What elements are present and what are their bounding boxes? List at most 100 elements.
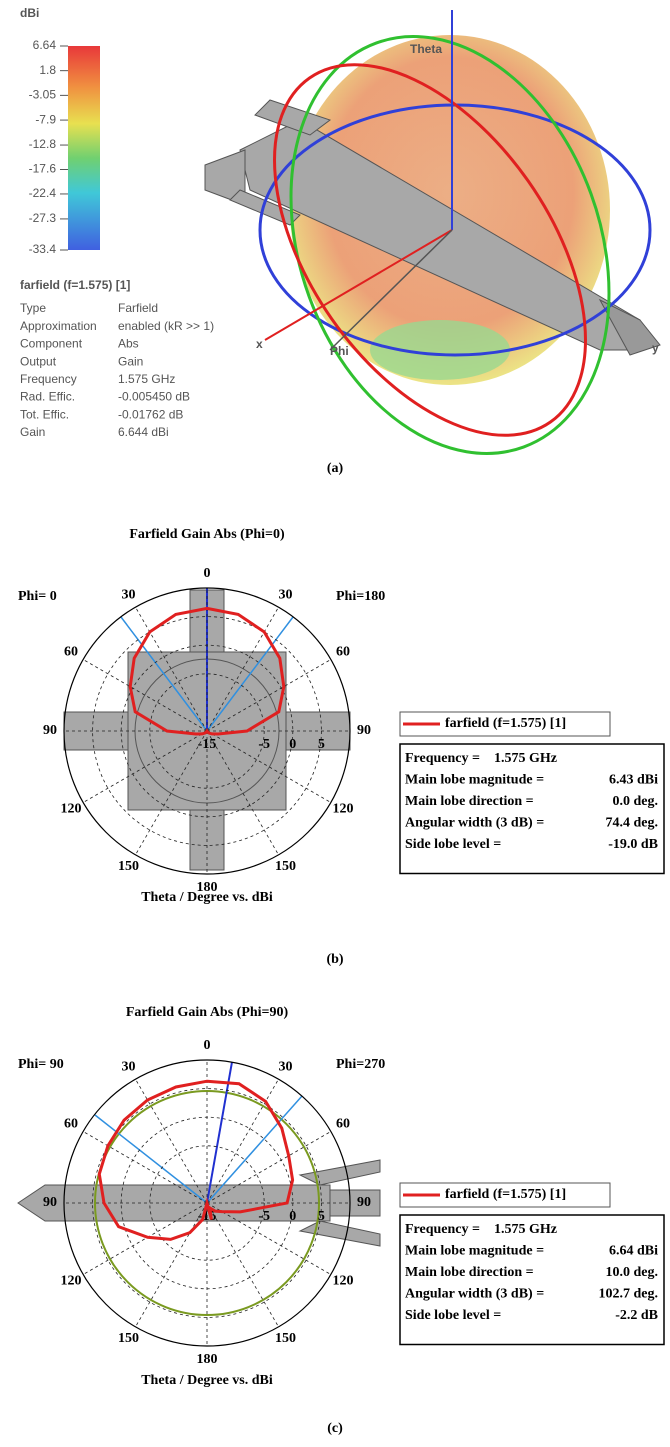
angle-label: 150 [118,1331,139,1346]
axis-title: Theta / Degree vs. dBi [141,1373,273,1388]
grid-circle [149,1145,265,1261]
angle-label: 150 [275,1331,296,1346]
r-tick-label: 5 [318,1209,325,1224]
property-label: Type [20,301,46,315]
tick-label: -12.8 [29,137,57,151]
angle-label: 120 [332,1274,353,1289]
axis-title: Theta / Degree vs. dBi [141,890,273,905]
property-label: Output [20,354,57,368]
polar-frame [63,1059,351,1347]
angle-label: 120 [61,802,82,817]
gain-curve [128,606,286,736]
property-label: Rad. Effic. [20,390,75,404]
info-label: Side lobe level = [405,1308,501,1323]
angle-label: 180 [197,1352,218,1367]
tick-label: 1.8 [39,63,56,77]
tick-label: -27.3 [29,211,57,225]
property-label: Approximation [20,319,97,333]
angle-label: 30 [122,1059,136,1074]
tick-label: -3.05 [29,88,57,102]
axis-label: y [652,341,659,355]
info-box [399,743,665,875]
angle-label: 0 [204,566,211,581]
angle-label: 180 [197,880,218,895]
property-value: 1.575 GHz [118,372,175,386]
angle-label: 120 [61,1274,82,1289]
colorbar [68,46,100,250]
property-value: enabled (kR >> 1) [118,319,214,333]
property-label: Component [20,337,83,351]
axis-label: x [256,337,263,351]
info-label: Angular width (3 dB) = [405,1287,544,1302]
angle-label: 90 [43,1195,57,1210]
info-label: Main lobe magnitude = [405,773,544,788]
info-box [399,1214,665,1346]
tick-label: -7.9 [35,112,56,126]
info-label: Frequency = [405,751,480,766]
polar-frame [63,587,351,875]
property-value: Farfield [118,301,158,315]
angle-label: 90 [357,723,371,738]
info-label: Main lobe magnitude = [405,1244,544,1259]
chart-title: Farfield Gain Abs (Phi=90) [126,1005,289,1020]
angle-label: 30 [279,1059,293,1074]
pattern-3d [204,10,661,455]
info-value: -19.0 dB [608,837,658,852]
property-value: Gain [118,354,143,368]
property-value: Abs [118,337,139,351]
angle-label: 60 [336,1117,350,1132]
phi-label: Phi=270 [336,1057,385,1072]
info-label: Main lobe direction = [405,1265,534,1280]
result-title: farfield (f=1.575) [1] [20,278,130,292]
info-label: Main lobe direction = [405,794,534,809]
caption: (a) [327,461,344,476]
chart-title: Farfield Gain Abs (Phi=0) [129,527,285,542]
legend-frame [399,1182,611,1208]
tick-label: 6.64 [33,38,57,52]
phi-label: Phi=180 [336,589,385,604]
grid-circle [149,673,265,789]
angle-label: 30 [122,587,136,602]
info-label: Side lobe level = [405,837,501,852]
tick-label: -33.4 [29,242,57,256]
property-label: Gain [20,425,45,439]
angle-label: 90 [357,1195,371,1210]
info-value: 6.64 dBi [609,1244,658,1259]
info-value: 74.4 deg. [606,816,659,831]
angle-label: 90 [43,723,57,738]
legend-frame [399,711,611,737]
r-tick-label: -5 [258,1209,270,1224]
r-tick-label: 5 [318,737,325,752]
legend-label: farfield (f=1.575) [1] [445,1187,566,1202]
angle-label: 120 [332,802,353,817]
property-value: -0.01762 dB [118,407,183,421]
angle-label: 30 [279,587,293,602]
angle-label: 60 [64,645,78,660]
angle-label: 0 [204,1038,211,1053]
info-value: 1.575 GHz [494,1222,557,1237]
phi-label: Phi= 90 [18,1057,64,1072]
axis-label: Theta [410,42,442,56]
info-value: -2.2 dB [615,1308,658,1323]
info-value: 0.0 deg. [613,794,659,809]
info-value: 10.0 deg. [606,1265,659,1280]
property-label: Tot. Effic. [20,407,69,421]
tick-label: -17.6 [29,162,57,176]
legend-label: farfield (f=1.575) [1] [445,716,566,731]
axis-label: Phi [330,344,349,358]
r-tick-label: 0 [289,1209,296,1224]
property-value: 6.644 dBi [118,425,169,439]
phi-label: Phi= 0 [18,589,57,604]
info-value: 6.43 dBi [609,773,658,788]
info-label: Frequency = [405,1222,480,1237]
property-label: Frequency [20,372,77,386]
angle-label: 60 [64,1117,78,1132]
caption: (c) [327,1421,343,1436]
info-value: 1.575 GHz [494,751,557,766]
info-label: Angular width (3 dB) = [405,816,544,831]
caption: (b) [326,952,343,967]
angle-label: 60 [336,645,350,660]
property-value: -0.005450 dB [118,390,190,404]
gain-curve [97,1079,295,1241]
